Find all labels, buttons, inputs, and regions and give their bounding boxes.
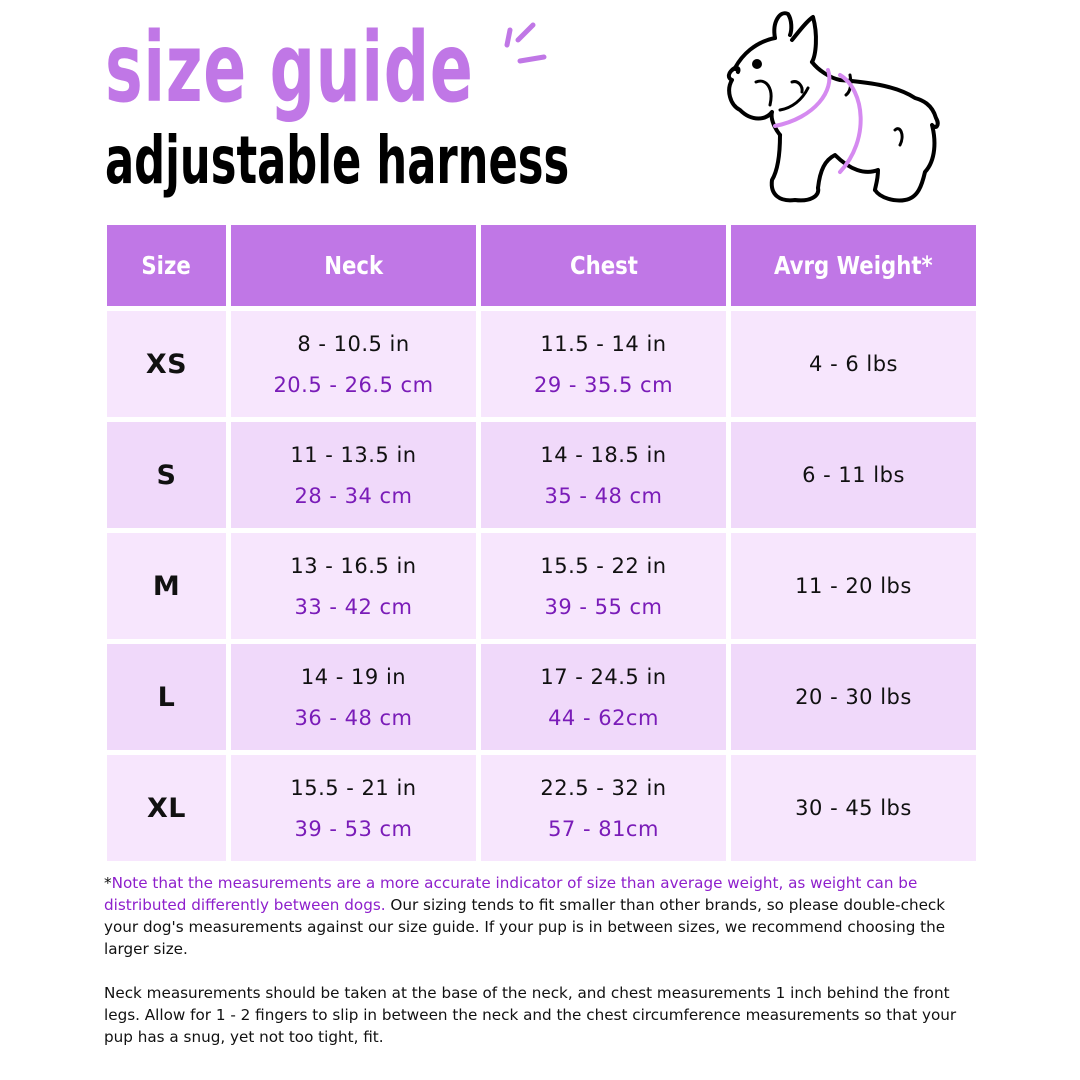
size-table: Size Neck Chest Avrg Weight* XS 8 - 10.5 … — [102, 220, 981, 866]
neck-inches: 11 - 13.5 in — [290, 442, 417, 467]
note-highlight: Note that the measurements are a more ac… — [104, 874, 918, 914]
neck-inches: 8 - 10.5 in — [297, 331, 410, 356]
column-header-label: Chest — [569, 251, 638, 280]
column-header-label: Avrg Weight* — [774, 251, 933, 280]
size-notes: *Note that the measurements are a more a… — [104, 872, 984, 1070]
column-header-size: Size — [107, 225, 226, 306]
neck-inches: 13 - 16.5 in — [290, 553, 417, 578]
weight-cell: 6 - 11 lbs — [731, 422, 976, 528]
neck-cell: 8 - 10.5 in 20.5 - 26.5 cm — [231, 311, 476, 417]
size-cell: XS — [107, 311, 226, 417]
note-paragraph-2: Neck measurements should be taken at the… — [104, 984, 957, 1046]
size-cell: XL — [107, 755, 226, 861]
chest-cell: 14 - 18.5 in 35 - 48 cm — [481, 422, 726, 528]
neck-cell: 13 - 16.5 in 33 - 42 cm — [231, 533, 476, 639]
chest-cm: 35 - 48 cm — [544, 483, 663, 508]
size-cell: M — [107, 533, 226, 639]
column-header-label: Neck — [324, 251, 383, 280]
weight-cell: 30 - 45 lbs — [731, 755, 976, 861]
neck-inches: 14 - 19 in — [300, 664, 407, 689]
asterisk: * — [104, 874, 112, 892]
table-row: S 11 - 13.5 in 28 - 34 cm 14 - 18.5 in 35 - … — [107, 422, 976, 528]
neck-cm: 20.5 - 26.5 cm — [273, 372, 434, 397]
chest-cm: 57 - 81cm — [548, 816, 659, 841]
neck-cm: 28 - 34 cm — [294, 483, 413, 508]
column-header-weight: Avrg Weight* — [731, 225, 976, 306]
chest-cell: 11.5 - 14 in 29 - 35.5 cm — [481, 311, 726, 417]
chest-inches: 14 - 18.5 in — [540, 442, 667, 467]
table-row: L 14 - 19 in 36 - 48 cm 17 - 24.5 in 44 - 62… — [107, 644, 976, 750]
column-header-neck: Neck — [231, 225, 476, 306]
neck-cell: 15.5 - 21 in 39 - 53 cm — [231, 755, 476, 861]
table-row: XS 8 - 10.5 in 20.5 - 26.5 cm 11.5 - 14 in 2… — [107, 311, 976, 417]
neck-cm: 39 - 53 cm — [294, 816, 413, 841]
chest-cell: 17 - 24.5 in 44 - 62cm — [481, 644, 726, 750]
page-title: size guide — [105, 12, 474, 124]
neck-inches: 15.5 - 21 in — [290, 775, 417, 800]
neck-cell: 11 - 13.5 in 28 - 34 cm — [231, 422, 476, 528]
column-header-label: Size — [141, 251, 192, 280]
chest-cm: 39 - 55 cm — [544, 594, 663, 619]
note-paragraph-1: *Note that the measurements are a more a… — [104, 872, 984, 960]
weight-cell: 11 - 20 lbs — [731, 533, 976, 639]
column-header-chest: Chest — [481, 225, 726, 306]
chest-inches: 15.5 - 22 in — [540, 553, 667, 578]
table-header-row: Size Neck Chest Avrg Weight* — [107, 225, 976, 306]
table-row: M 13 - 16.5 in 33 - 42 cm 15.5 - 22 in 39 - … — [107, 533, 976, 639]
weight-cell: 20 - 30 lbs — [731, 644, 976, 750]
chest-inches: 22.5 - 32 in — [540, 775, 667, 800]
chest-cell: 22.5 - 32 in 57 - 81cm — [481, 755, 726, 861]
neck-cell: 14 - 19 in 36 - 48 cm — [231, 644, 476, 750]
weight-cell: 4 - 6 lbs — [731, 311, 976, 417]
neck-cm: 36 - 48 cm — [294, 705, 413, 730]
size-cell: S — [107, 422, 226, 528]
sparkle-icon — [504, 22, 547, 64]
table-row: XL 15.5 - 21 in 39 - 53 cm 22.5 - 32 in 57 -… — [107, 755, 976, 861]
chest-cm: 44 - 62cm — [548, 705, 659, 730]
note-text: Our sizing tends to fit smaller than oth… — [104, 896, 946, 958]
chest-inches: 11.5 - 14 in — [540, 331, 667, 356]
chest-cm: 29 - 35.5 cm — [533, 372, 674, 397]
chest-inches: 17 - 24.5 in — [540, 664, 667, 689]
size-cell: L — [107, 644, 226, 750]
french-bulldog-illustration — [726, 11, 940, 203]
chest-cell: 15.5 - 22 in 39 - 55 cm — [481, 533, 726, 639]
page-subtitle: adjustable harness — [105, 122, 570, 199]
neck-cm: 33 - 42 cm — [294, 594, 413, 619]
